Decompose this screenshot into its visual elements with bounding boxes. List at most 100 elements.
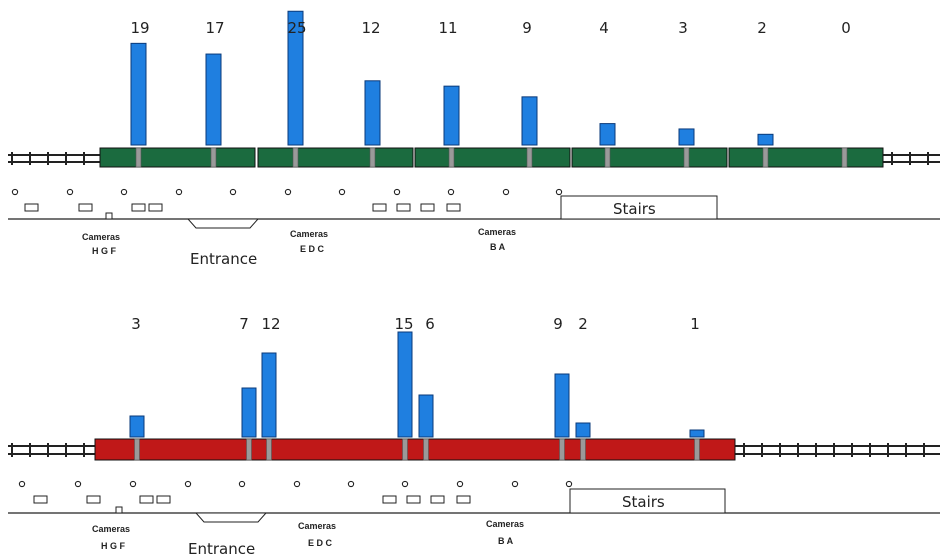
count-bar — [261, 352, 277, 438]
bottom-bars — [129, 331, 705, 438]
count-label: 19 — [130, 19, 149, 37]
cameras-label-hgf: Cameras — [92, 524, 130, 534]
door-marker — [210, 147, 217, 168]
door-marker — [134, 438, 140, 461]
stairs-label: Stairs — [613, 200, 656, 218]
pillar — [284, 188, 292, 196]
bottom-track — [8, 443, 940, 457]
count-label: 2 — [578, 315, 588, 333]
pillar — [447, 188, 455, 196]
entrance-shape — [186, 218, 260, 229]
pillar — [129, 480, 137, 488]
pillar — [502, 188, 510, 196]
door-marker — [604, 147, 611, 168]
count-label: 12 — [261, 315, 280, 333]
count-bar — [287, 10, 304, 146]
camera-marker — [115, 506, 123, 514]
top-track — [8, 152, 940, 165]
camera-group-edc: E D C — [308, 538, 333, 548]
door-marker — [694, 438, 700, 461]
count-bar — [521, 96, 538, 146]
pillar — [184, 480, 192, 488]
camera-group-ba: B A — [498, 536, 514, 546]
count-bar — [554, 373, 570, 438]
pillar — [66, 188, 74, 196]
pillar — [18, 480, 26, 488]
count-bar — [129, 415, 145, 438]
top-train-car-3 — [414, 147, 571, 168]
camera-group-hgf: H G F — [101, 541, 126, 551]
count-bar — [205, 53, 222, 146]
bench — [148, 203, 163, 212]
count-label: 17 — [205, 19, 224, 37]
bottom-train-body — [94, 438, 736, 461]
bench — [446, 203, 461, 212]
camera-group-ba: B A — [490, 242, 506, 252]
count-label: 3 — [131, 315, 141, 333]
bench — [24, 203, 39, 212]
bench — [131, 203, 146, 212]
count-label: 9 — [553, 315, 563, 333]
cameras-label-ba: Cameras — [478, 227, 516, 237]
pillar — [456, 480, 464, 488]
door-marker — [246, 438, 252, 461]
top-platform: Stairs Entrance Cameras H G F Cameras E … — [8, 188, 940, 268]
bench — [396, 203, 411, 212]
bottom-count-labels: 3 7 12 15 6 9 2 1 — [131, 315, 700, 333]
count-label: 3 — [678, 19, 688, 37]
bench — [78, 203, 93, 212]
bench — [156, 495, 171, 504]
pillar — [238, 480, 246, 488]
count-bar — [757, 133, 774, 146]
stairs-label: Stairs — [622, 493, 665, 511]
count-label: 4 — [599, 19, 609, 37]
camera-group-hgf: H G F — [92, 246, 117, 256]
door-marker — [580, 438, 586, 461]
count-bar — [397, 331, 413, 438]
entrance-shape — [194, 512, 268, 523]
stairs-box — [569, 488, 726, 514]
bottom-train — [94, 438, 736, 461]
top-train-car-1 — [99, 147, 256, 168]
count-bar — [364, 80, 381, 146]
count-bar — [443, 85, 460, 146]
count-label: 0 — [841, 19, 851, 37]
door-marker — [559, 438, 565, 461]
bench — [382, 495, 397, 504]
top-bars — [130, 10, 774, 146]
cameras-label-edc: Cameras — [290, 229, 328, 239]
pillar — [511, 480, 519, 488]
count-bar — [418, 394, 434, 438]
count-label: 1 — [690, 315, 700, 333]
count-bar — [575, 422, 591, 438]
camera-group-edc: E D C — [300, 244, 325, 254]
pillar — [555, 188, 563, 196]
door-marker — [448, 147, 455, 168]
pillar — [11, 188, 19, 196]
bench — [372, 203, 387, 212]
door-marker — [841, 147, 848, 168]
bottom-panel: 3 7 12 15 6 9 2 1 Stairs Entrance Cameras H G F — [8, 315, 940, 558]
bench — [456, 495, 471, 504]
pillar — [338, 188, 346, 196]
count-bar — [689, 429, 705, 438]
entrance-label: Entrance — [190, 250, 257, 268]
count-label: 11 — [438, 19, 457, 37]
entrance-label: Entrance — [188, 540, 255, 558]
count-label: 12 — [361, 19, 380, 37]
door-marker — [526, 147, 533, 168]
bottom-platform: Stairs Entrance Cameras H G F Cameras E … — [8, 480, 940, 558]
pillar — [229, 188, 237, 196]
door-marker — [402, 438, 408, 461]
bench — [33, 495, 48, 504]
count-bar — [599, 123, 616, 146]
top-count-labels: 19 17 25 12 11 9 4 3 2 0 — [130, 19, 850, 37]
door-marker — [266, 438, 272, 461]
pillar — [293, 480, 301, 488]
top-train-car-4 — [571, 147, 728, 168]
bench — [406, 495, 421, 504]
count-label: 25 — [287, 19, 306, 37]
count-label: 2 — [757, 19, 767, 37]
pillar — [393, 188, 401, 196]
